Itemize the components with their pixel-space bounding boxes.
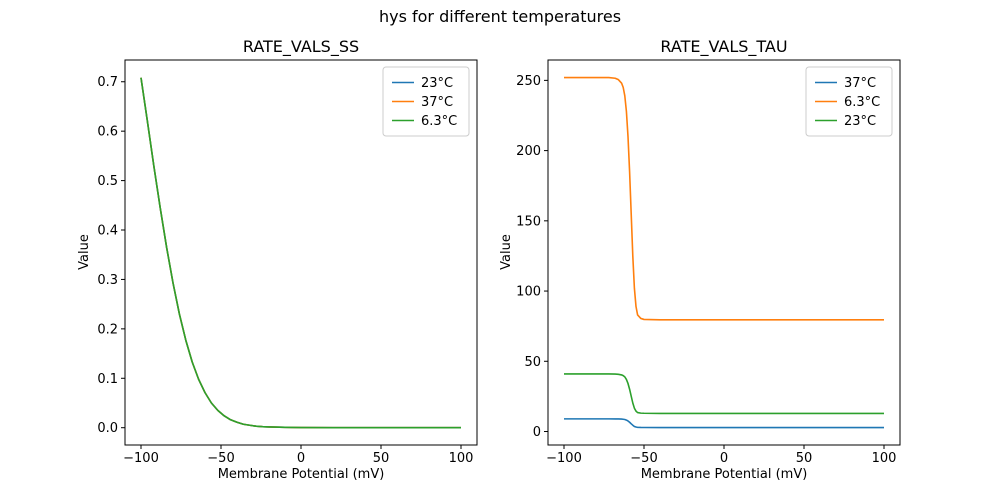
series-line xyxy=(564,418,884,429)
x-tick-label: 100 xyxy=(449,451,474,466)
y-tick-label: 0.2 xyxy=(97,322,118,337)
legend-box xyxy=(382,66,470,137)
y-tick-label: 100 xyxy=(516,285,541,300)
y-tick-label: 250 xyxy=(516,74,541,89)
x-tick-label: 50 xyxy=(796,451,813,466)
x-tick-label: −100 xyxy=(123,451,159,466)
legend-label: 6.3°C xyxy=(844,95,880,110)
legend-label: 37°C xyxy=(844,76,876,91)
x-tick-label: 50 xyxy=(373,451,390,466)
subplot-tau-xlabel: Membrane Potential (mV) xyxy=(640,467,808,482)
y-tick-label: 0.3 xyxy=(97,273,118,288)
series-line xyxy=(564,373,884,415)
figure-title: hys for different temperatures xyxy=(378,7,622,26)
legend-label: 23°C xyxy=(844,114,876,129)
y-tick-label: 50 xyxy=(524,355,541,370)
x-tick-label: −100 xyxy=(546,451,582,466)
y-tick-label: 0.1 xyxy=(97,372,118,387)
legend-label: 37°C xyxy=(421,95,453,110)
subplot-ss-xlabel: Membrane Potential (mV) xyxy=(217,467,385,482)
series-line xyxy=(140,77,461,429)
subplot-ss-title: RATE_VALS_SS xyxy=(242,37,360,56)
y-tick-label: 200 xyxy=(516,144,541,159)
y-tick-label: 0.5 xyxy=(97,174,118,189)
x-tick-label: 0 xyxy=(720,451,728,466)
x-tick-label: −50 xyxy=(207,451,234,466)
x-tick-label: 0 xyxy=(297,451,305,466)
subplot-0: −100 −50 0 50 100 0.0 0.1 0.2 0.3 0.4 0.5 0.6 0.7 23°… xyxy=(97,59,478,466)
series-line xyxy=(564,76,884,321)
x-tick-label: −50 xyxy=(630,451,657,466)
y-tick-label: 0.6 xyxy=(97,125,118,140)
y-tick-label: 0.4 xyxy=(97,224,118,239)
x-tick-label: 100 xyxy=(872,451,897,466)
legend-label: 6.3°C xyxy=(421,114,457,129)
y-tick-label: 0 xyxy=(533,425,541,440)
y-tick-label: 0.7 xyxy=(97,75,118,90)
legend-box xyxy=(805,66,893,137)
y-tick-label: 150 xyxy=(516,214,541,229)
legend-label: 23°C xyxy=(421,76,453,91)
subplot-1: −100 −50 0 50 100 0 50 100 150 200 250 37°C 6.3°C 23°… xyxy=(516,59,901,466)
y-tick-label: 0.0 xyxy=(97,421,118,436)
subplot-tau-title: RATE_VALS_TAU xyxy=(660,37,788,56)
